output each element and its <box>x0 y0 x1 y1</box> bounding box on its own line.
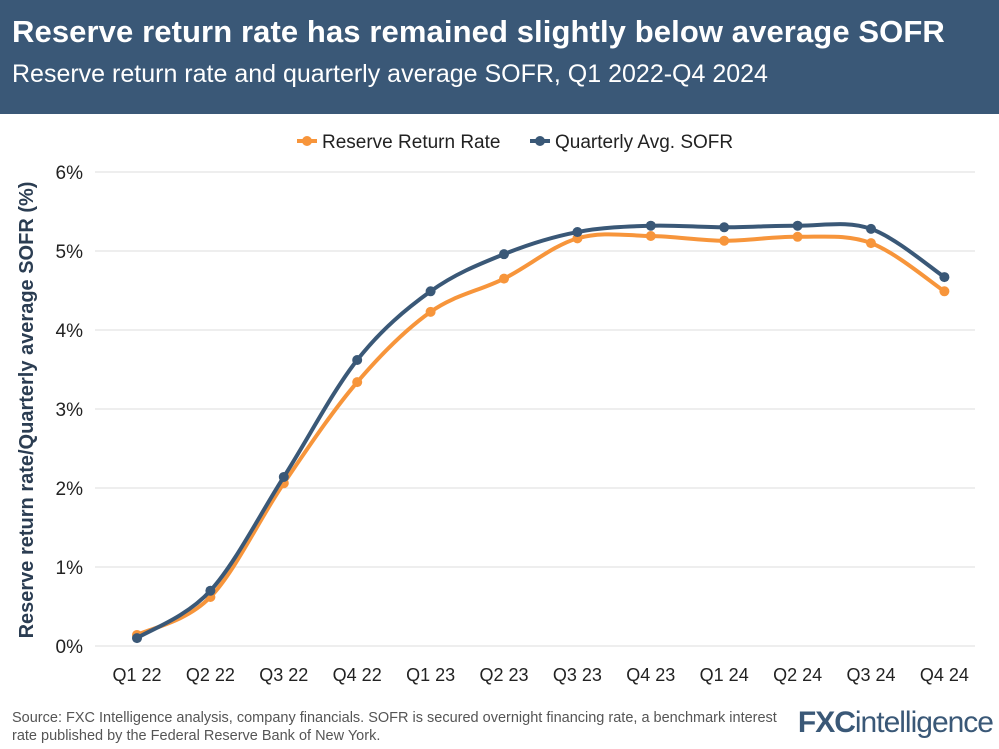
legend-swatch-marker <box>302 136 312 146</box>
y-tick-label: 3% <box>56 400 84 421</box>
x-tick-label: Q1 23 <box>406 665 455 685</box>
data-point <box>792 231 803 242</box>
x-tick-label: Q2 23 <box>479 665 528 685</box>
data-point <box>792 220 803 231</box>
source-note: Source: FXC Intelligence analysis, compa… <box>12 710 777 744</box>
data-point <box>425 286 436 297</box>
data-point <box>866 238 876 249</box>
x-tick-label: Q2 22 <box>186 665 235 685</box>
y-tick-label: 4% <box>56 321 84 342</box>
x-tick-label: Q3 24 <box>846 665 895 685</box>
data-point <box>939 272 950 283</box>
data-point <box>278 471 289 482</box>
data-point <box>352 377 363 388</box>
y-tick-label: 1% <box>56 558 84 579</box>
x-tick-label: Q4 24 <box>920 665 969 685</box>
header-band: Reserve return rate has remained slightl… <box>0 0 999 114</box>
data-point <box>939 286 950 297</box>
data-point <box>645 220 656 231</box>
data-point <box>719 222 730 233</box>
y-tick-label: 6% <box>56 163 84 184</box>
data-point <box>572 227 583 238</box>
legend-label: Reserve Return Rate <box>322 132 500 153</box>
y-tick-label: 5% <box>56 242 84 263</box>
data-point <box>719 235 730 246</box>
x-tick-label: Q2 24 <box>773 665 822 685</box>
series-line <box>135 222 946 640</box>
data-point <box>132 633 142 644</box>
y-tick-label: 0% <box>56 637 84 658</box>
x-tick-label: Q3 22 <box>259 665 308 685</box>
chart-subtitle: Reserve return rate and quarterly averag… <box>12 60 768 88</box>
x-tick-label: Q3 23 <box>553 665 602 685</box>
x-tick-label: Q1 22 <box>112 665 161 685</box>
data-point <box>425 306 436 317</box>
x-tick-label: Q4 23 <box>626 665 675 685</box>
data-point <box>645 230 656 241</box>
series-line <box>136 232 946 637</box>
y-tick-label: 2% <box>56 479 84 500</box>
chart-title: Reserve return rate has remained slightl… <box>12 14 945 49</box>
fxc-logo: FXCintelligence <box>797 706 994 739</box>
data-point <box>499 273 509 284</box>
data-point <box>205 585 216 596</box>
legend-label: Quarterly Avg. SOFR <box>555 132 733 153</box>
data-point <box>866 223 876 234</box>
data-point <box>499 249 509 260</box>
x-tick-label: Q1 24 <box>700 665 749 685</box>
y-axis-label: Reserve return rate/Quarterly average SO… <box>16 182 38 639</box>
data-point <box>352 355 363 366</box>
x-tick-label: Q4 22 <box>333 665 382 685</box>
legend-swatch-marker <box>535 136 545 146</box>
